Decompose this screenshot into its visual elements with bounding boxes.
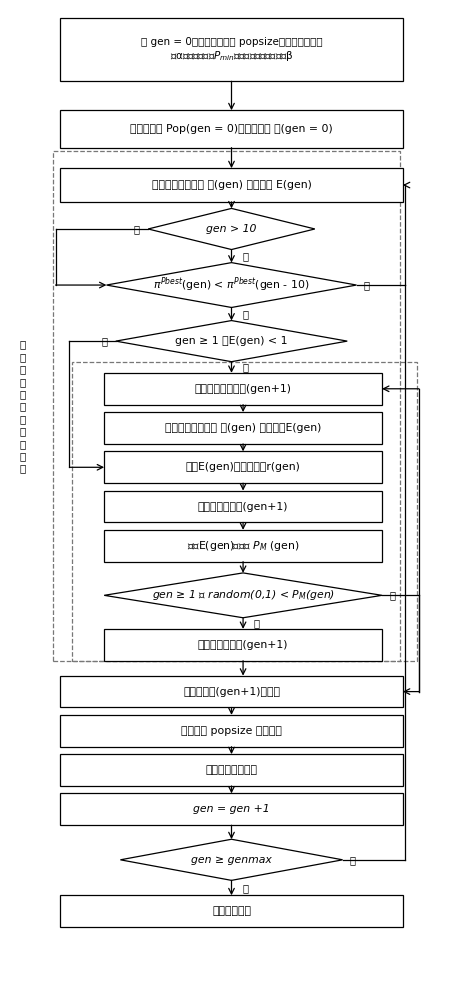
Text: 自
适
应
概
率
模
型
更
新
过
程: 自 适 应 概 率 模 型 更 新 过 程 [19,340,25,474]
Text: 初始化种群 Pop(gen = 0)和概率矩阵 Ｐ(gen = 0): 初始化种群 Pop(gen = 0)和概率矩阵 Ｐ(gen = 0) [130,124,333,134]
Text: 否: 否 [389,590,395,600]
Bar [104,412,382,444]
Text: 是: 是 [243,309,248,319]
Bar [104,629,382,661]
Bar [53,151,400,661]
Polygon shape [106,263,357,307]
Text: gen ≥ genmax: gen ≥ genmax [191,855,272,865]
Polygon shape [120,839,343,880]
Text: 更新概率矩阵Ｐ(gen+1): 更新概率矩阵Ｐ(gen+1) [198,502,288,512]
Text: gen > 10: gen > 10 [206,224,257,234]
Text: $\pi^{Pbest}$(gen) < $\pi^{Pbest}$(gen - 10): $\pi^{Pbest}$(gen) < $\pi^{Pbest}$(gen -… [153,276,310,294]
Text: 否: 否 [364,280,369,290]
Text: 是: 是 [243,251,248,261]
Text: 利用E(gen)更新学习率r(gen): 利用E(gen)更新学习率r(gen) [186,462,300,472]
Text: gen = gen +1: gen = gen +1 [193,804,270,814]
Bar [60,793,403,825]
Text: 输出最优个体: 输出最优个体 [212,906,251,916]
Text: 概率矩阵Ｐ(gen+1)归一化: 概率矩阵Ｐ(gen+1)归一化 [183,687,280,697]
Bar [72,362,417,661]
Text: 采样生成 popsize 个新个体: 采样生成 popsize 个新个体 [181,726,282,736]
Bar [60,715,403,747]
Text: 否: 否 [134,224,139,234]
Text: 是: 是 [243,883,248,893]
Bar [104,491,382,522]
Text: 是: 是 [243,362,248,372]
Text: 否: 否 [101,336,107,346]
Polygon shape [148,208,315,250]
Bar [60,110,403,148]
Bar [104,451,382,483]
Text: gen ≥ 1 且 random(0,1) < $P_M$(gen): gen ≥ 1 且 random(0,1) < $P_M$(gen) [151,588,335,602]
Bar [104,373,382,405]
Text: 否: 否 [350,855,356,865]
Bar [60,754,403,786]
Polygon shape [104,573,382,618]
Bar [104,530,382,562]
Text: 是: 是 [254,618,260,628]
Bar [60,676,403,707]
Text: 利用E(gen)更新率 $P_M$ (gen): 利用E(gen)更新率 $P_M$ (gen) [187,539,300,553]
Bar [60,18,403,81]
Text: 初始化概率矩阵Ｐ(gen+1): 初始化概率矩阵Ｐ(gen+1) [194,384,292,394]
Bar [60,168,403,202]
Text: 令 gen = 0，设定种群规模 popsize，学习率控制参
数α、变异率下限$P_{min}$和变异率增幅控制参数β: 令 gen = 0，设定种群规模 popsize，学习率控制参 数α、变异率下限… [141,37,322,63]
Text: gen ≥ 1 且E(gen) < 1: gen ≥ 1 且E(gen) < 1 [175,336,288,346]
Bar [60,895,403,927]
Text: 计算当前概率矩阵 Ｐ(gen) 的信息燵 E(gen): 计算当前概率矩阵 Ｐ(gen) 的信息燵 E(gen) [151,180,312,190]
Text: 更新概率矩阵Ｐ(gen+1): 更新概率矩阵Ｐ(gen+1) [198,640,288,650]
Text: 执行局部搜索策略: 执行局部搜索策略 [206,765,257,775]
Text: 计算当前概率矩阵 Ｐ(gen) 的信息燵E(gen): 计算当前概率矩阵 Ｐ(gen) 的信息燵E(gen) [165,423,321,433]
Polygon shape [116,321,347,362]
